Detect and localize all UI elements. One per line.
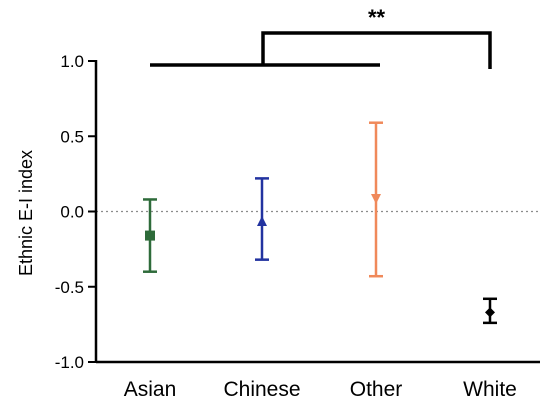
mean-marker (371, 193, 381, 204)
x-category-label: Chinese (223, 378, 300, 401)
significance-bracket: ** (150, 5, 492, 69)
y-tick-label: 0.0 (60, 203, 84, 222)
y-tick-label: -0.5 (55, 278, 84, 297)
mean-marker (257, 216, 267, 227)
y-tick-label: -1.0 (55, 353, 84, 372)
y-axis: 1.0 0.5 0.0 -0.5 -1.0 Asian Chinese Other White (55, 52, 540, 401)
data-layer (143, 121, 497, 325)
y-tick-label: 0.5 (60, 127, 84, 146)
comparison-bracket (261, 31, 492, 69)
y-tick-label: 1.0 (60, 52, 84, 71)
mean-marker (145, 230, 155, 241)
y-axis-title: Ethnic E-I index (16, 150, 36, 276)
x-category-label: White (463, 378, 517, 401)
significance-label: ** (368, 5, 386, 30)
mean-marker (485, 307, 495, 318)
x-category-label: Asian (124, 378, 177, 401)
x-category-label: Other (350, 378, 403, 401)
